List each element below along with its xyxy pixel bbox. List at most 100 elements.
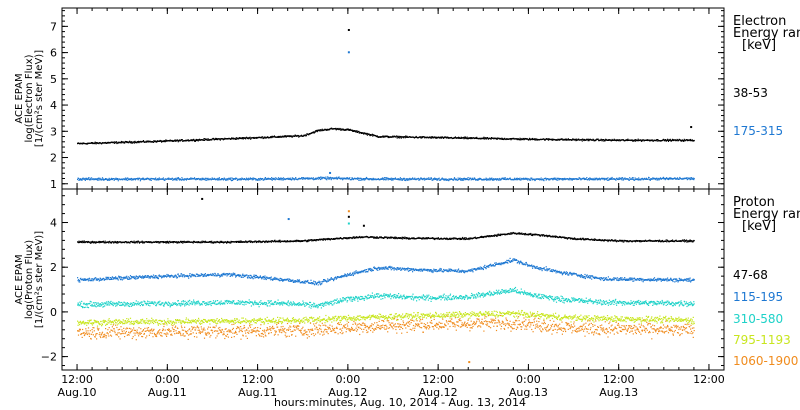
data-point [585, 238, 587, 240]
data-point [490, 137, 493, 139]
data-point [230, 273, 232, 275]
data-point [468, 179, 470, 181]
data-point [91, 142, 93, 144]
data-point [498, 179, 500, 181]
data-point [277, 240, 280, 242]
data-point [195, 275, 197, 278]
data-point [516, 179, 518, 181]
data-point [307, 279, 309, 282]
data-point [341, 129, 343, 131]
data-point [362, 178, 364, 180]
data-point [249, 277, 251, 279]
data-point [655, 179, 657, 181]
data-point [190, 276, 192, 278]
data-point [682, 140, 684, 142]
data-point [626, 139, 628, 141]
data-point [142, 177, 145, 179]
data-point [96, 178, 98, 180]
data-point [110, 177, 113, 179]
data-point [415, 136, 417, 138]
data-point [192, 241, 194, 243]
data-point [93, 241, 95, 243]
data-point [610, 178, 612, 180]
data-point [313, 239, 315, 242]
data-point [278, 241, 280, 243]
data-point [171, 177, 173, 179]
data-point [240, 241, 243, 243]
data-point [437, 237, 439, 239]
data-point [297, 240, 299, 242]
data-point [199, 242, 201, 244]
data-point [523, 138, 525, 140]
data-point [362, 132, 364, 134]
data-point [138, 242, 141, 244]
data-point [542, 179, 545, 181]
data-point [638, 177, 640, 179]
data-point [595, 179, 597, 181]
data-point [265, 240, 267, 242]
data-point [81, 279, 83, 281]
data-point [692, 178, 694, 180]
data-point [202, 273, 204, 275]
data-point [417, 177, 419, 179]
data-point [613, 139, 615, 141]
data-point [137, 277, 139, 279]
data-point [250, 274, 252, 277]
data-point [198, 275, 200, 277]
data-point [240, 274, 242, 276]
data-point [226, 179, 228, 181]
data-point [551, 236, 553, 238]
data-point [84, 278, 86, 280]
data-point [536, 138, 538, 140]
data-point [623, 178, 625, 180]
data-point [467, 178, 469, 181]
data-point [122, 179, 124, 181]
data-point [467, 138, 469, 140]
data-point [533, 178, 535, 180]
data-point [255, 276, 257, 278]
data-point [531, 234, 533, 236]
data-point [124, 142, 126, 144]
data-point [124, 277, 127, 279]
data-point [486, 236, 488, 238]
data-point [139, 178, 141, 180]
data-point [631, 178, 633, 180]
data-point [509, 177, 511, 179]
data-point [404, 137, 406, 139]
data-point [138, 140, 140, 142]
data-point [273, 177, 275, 179]
data-point [387, 136, 389, 138]
data-point [359, 235, 361, 238]
data-point [667, 139, 669, 141]
data-point [265, 278, 267, 281]
data-point [152, 277, 154, 279]
data-point [357, 177, 359, 180]
data-point [398, 137, 401, 139]
data-point [399, 136, 401, 138]
data-point [430, 137, 432, 139]
data-point [110, 277, 113, 279]
data-point [124, 177, 127, 179]
data-point [653, 178, 655, 180]
data-point [244, 137, 246, 139]
data-point [109, 240, 111, 242]
data-point [286, 240, 289, 242]
data-point [409, 177, 411, 179]
data-point [662, 239, 664, 242]
data-point [212, 241, 214, 244]
data-point [111, 278, 113, 280]
data-point [585, 139, 587, 141]
data-point [289, 178, 291, 181]
data-point [583, 139, 585, 142]
data-point [96, 179, 99, 181]
data-point [424, 237, 426, 239]
data-point [418, 178, 420, 180]
data-point [333, 178, 335, 180]
data-point [190, 139, 192, 142]
data-point [213, 242, 215, 244]
data-point [398, 237, 401, 239]
data-point [139, 180, 141, 182]
data-point [169, 139, 171, 141]
data-point [397, 178, 399, 180]
data-point [129, 142, 132, 144]
